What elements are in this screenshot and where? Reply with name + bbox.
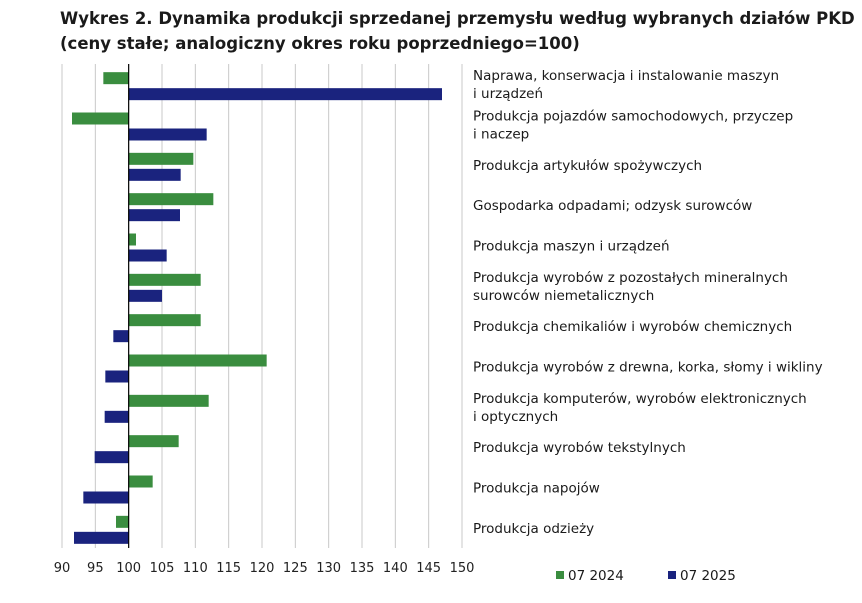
bar-series-1 <box>128 475 153 488</box>
x-tick-label: 115 <box>216 561 241 576</box>
x-tick-label: 105 <box>150 561 175 576</box>
x-tick-label: 110 <box>183 561 208 576</box>
x-tick-label: 135 <box>350 561 375 576</box>
bar-series-2 <box>105 370 129 383</box>
bar-series-1 <box>128 193 214 206</box>
category-label: Naprawa, konserwacja i instalowanie masz… <box>473 68 779 84</box>
category-labels: Naprawa, konserwacja i instalowanie masz… <box>473 68 823 537</box>
category-label: Produkcja wyrobów tekstylnych <box>473 440 686 456</box>
legend: 07 2024 07 2025 <box>556 568 736 584</box>
x-tick-label: 150 <box>450 561 475 576</box>
bar-series-2 <box>113 330 129 343</box>
bar-series-1 <box>128 394 209 407</box>
bar-series-2 <box>83 491 129 504</box>
category-label: Produkcja wyrobów z pozostałych mineraln… <box>473 270 788 286</box>
legend-swatch <box>668 571 676 579</box>
bar-series-1 <box>72 112 129 125</box>
x-axis-ticks: 90 95 100 105 110 115 120 125 130 135 140 145 150 <box>54 561 475 576</box>
legend-label: 07 2025 <box>680 568 736 584</box>
bar-series-1 <box>116 515 129 528</box>
x-tick-label: 140 <box>383 561 408 576</box>
x-tick-label: 100 <box>116 561 141 576</box>
chart-title: Wykres 2. Dynamika produkcji sprzedanej … <box>60 9 855 53</box>
bar-series-2 <box>94 451 129 464</box>
x-tick-label: 125 <box>283 561 308 576</box>
category-label: Produkcja wyrobów z drewna, korka, słomy… <box>473 360 823 376</box>
category-label: i urządzeń <box>473 86 543 102</box>
x-tick-label: 95 <box>87 561 104 576</box>
bar-series-1 <box>103 72 129 85</box>
legend-label: 07 2024 <box>568 568 624 584</box>
gridlines <box>61 64 463 548</box>
bar-series-2 <box>128 88 442 101</box>
bar-series-1 <box>128 354 267 367</box>
bar-series-2 <box>128 249 167 262</box>
category-label: Produkcja napojów <box>473 481 600 497</box>
x-tick-label: 145 <box>416 561 441 576</box>
bar-series-2 <box>128 209 180 222</box>
bar-series-2 <box>104 410 129 423</box>
bars <box>72 72 442 544</box>
bar-series-1 <box>128 314 201 327</box>
category-label: i optycznych <box>473 409 558 425</box>
x-tick-label: 120 <box>250 561 275 576</box>
bar-series-1 <box>128 273 201 286</box>
category-label: i naczep <box>473 127 529 143</box>
bar-series-1 <box>128 152 194 165</box>
bar-series-2 <box>128 128 207 141</box>
category-label: Produkcja chemikaliów i wyrobów chemiczn… <box>473 319 792 335</box>
x-tick-label: 130 <box>316 561 341 576</box>
category-label: Produkcja maszyn i urządzeń <box>473 239 670 255</box>
category-label: Produkcja artykułów spożywczych <box>473 158 702 174</box>
category-label: Produkcja odzieży <box>473 521 594 537</box>
category-label: surowców niemetalicznych <box>473 288 654 304</box>
legend-swatch <box>556 571 564 579</box>
bar-series-2 <box>128 289 162 302</box>
bar-series-1 <box>128 233 136 246</box>
bar-series-2 <box>128 168 181 181</box>
bar-series-1 <box>128 435 179 448</box>
bar-series-2 <box>74 531 129 544</box>
category-label: Produkcja komputerów, wyrobów elektronic… <box>473 391 807 407</box>
category-label: Gospodarka odpadami; odzysk surowców <box>473 198 752 214</box>
category-label: Produkcja pojazdów samochodowych, przycz… <box>473 109 793 125</box>
x-tick-label: 90 <box>54 561 71 576</box>
